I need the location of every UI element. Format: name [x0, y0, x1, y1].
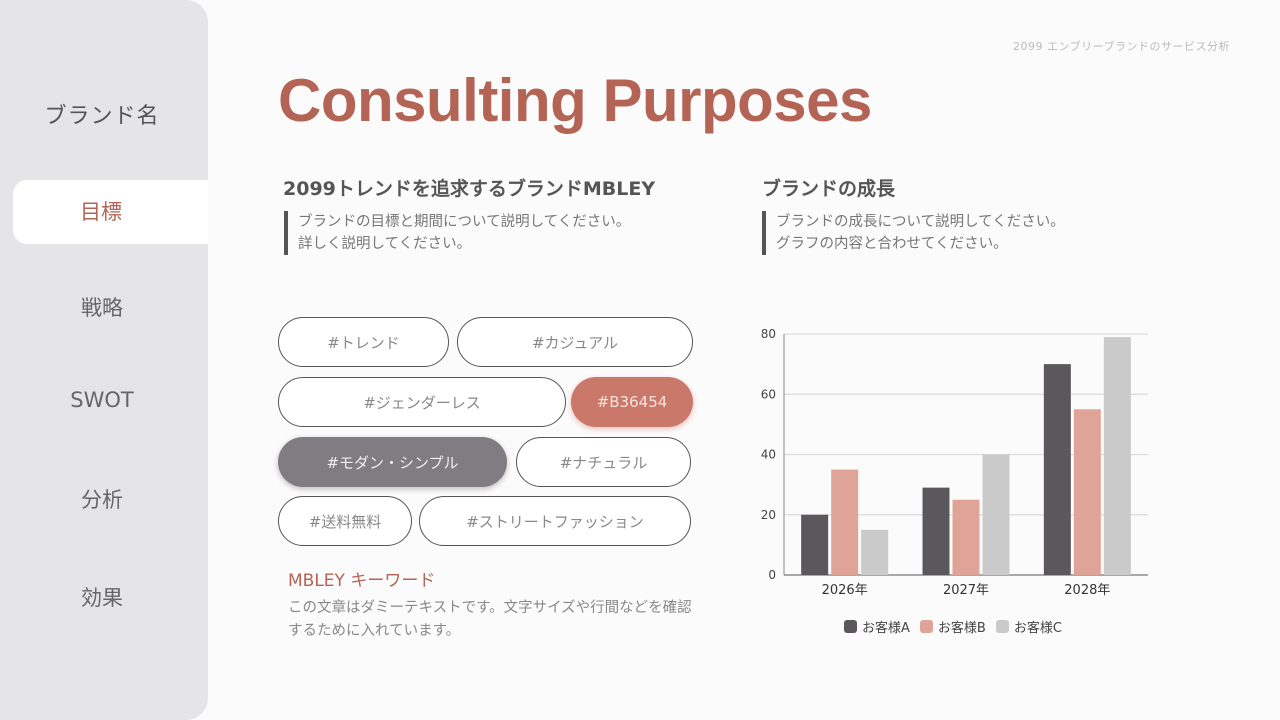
- page-title: Consulting Purposes: [278, 67, 872, 134]
- left-section-description: ブランドの目標と期間について説明してください。 詳しく説明してください。: [284, 211, 630, 255]
- legend-swatch-icon: [995, 620, 1009, 633]
- description-line: ブランドの成長について説明してください。: [776, 214, 1065, 230]
- bar: [861, 529, 889, 575]
- description-line: ブランドの目標と期間について説明してください。: [298, 214, 631, 230]
- tag-casual[interactable]: #カジュアル: [457, 317, 693, 367]
- right-section-description: ブランドの成長について説明してください。 グラフの内容と合わせてください。: [762, 211, 1065, 255]
- tag-trend[interactable]: #トレンド: [278, 317, 449, 367]
- legend-item: お客様B: [919, 617, 986, 636]
- sidebar: ブランド名 目標 戦略 SWOT 分析 効果: [0, 0, 208, 720]
- bar: [952, 499, 980, 575]
- legend-label: お客様C: [1013, 621, 1062, 636]
- bar: [922, 487, 950, 575]
- left-section-heading: 2099トレンドを追求するブランドMBLEY: [283, 178, 656, 200]
- bar: [1073, 409, 1101, 575]
- sidebar-item-effect[interactable]: 効果: [81, 586, 123, 610]
- keyword-body: この文章はダミーテキストです。文字サイズや行間などを確認するために入れています。: [288, 600, 692, 639]
- sidebar-item-swot[interactable]: SWOT: [70, 388, 134, 412]
- x-tick-label: 2028年: [1064, 583, 1110, 598]
- tag-street-fashion[interactable]: #ストリートファッション: [419, 496, 691, 546]
- legend-swatch-icon: [919, 620, 933, 633]
- growth-bar-chart: 0 20 40 60 80 2026年 2027年 2028年: [761, 327, 1148, 598]
- tag-genderless[interactable]: #ジェンダーレス: [278, 377, 566, 427]
- legend-item: お客様C: [995, 617, 1062, 636]
- chart-legend: お客様A お客様B お客様C: [844, 617, 1062, 636]
- header-caption: 2099 エンブリーブランドのサービス分析: [1013, 40, 1230, 53]
- x-tick-label: 2026年: [822, 583, 868, 598]
- y-tick-label: 0: [768, 568, 776, 582]
- keyword-title: MBLEY キーワード: [288, 571, 436, 591]
- legend-label: お客様B: [937, 621, 986, 636]
- sidebar-item-analysis[interactable]: 分析: [81, 488, 123, 512]
- description-line: 詳しく説明してください。: [298, 236, 472, 252]
- tag-natural[interactable]: #ナチュラル: [516, 437, 691, 487]
- tag-free-shipping[interactable]: #送料無料: [278, 496, 412, 546]
- tag-modern-simple[interactable]: #モダン・シンプル: [278, 437, 507, 487]
- legend-item: お客様A: [844, 617, 910, 636]
- sidebar-item-strategy[interactable]: 戦略: [81, 296, 123, 320]
- sidebar-item-goal[interactable]: 目標: [13, 180, 208, 244]
- y-tick-label: 40: [761, 448, 776, 462]
- x-tick-label: 2027年: [943, 583, 989, 598]
- y-tick-label: 80: [761, 327, 776, 341]
- bar: [982, 454, 1010, 575]
- bar: [1043, 364, 1071, 575]
- description-line: グラフの内容と合わせてください。: [776, 236, 1008, 252]
- y-tick-label: 60: [761, 387, 776, 401]
- legend-label: お客様A: [862, 621, 910, 636]
- legend-swatch-icon: [844, 620, 857, 633]
- bar: [831, 469, 859, 575]
- y-tick-label: 20: [761, 508, 776, 522]
- tag-color-code[interactable]: #B36454: [571, 377, 693, 427]
- right-section-heading: ブランドの成長: [762, 178, 896, 200]
- brand-name: ブランド名: [44, 104, 160, 129]
- bar: [1103, 337, 1131, 575]
- bar: [801, 514, 829, 575]
